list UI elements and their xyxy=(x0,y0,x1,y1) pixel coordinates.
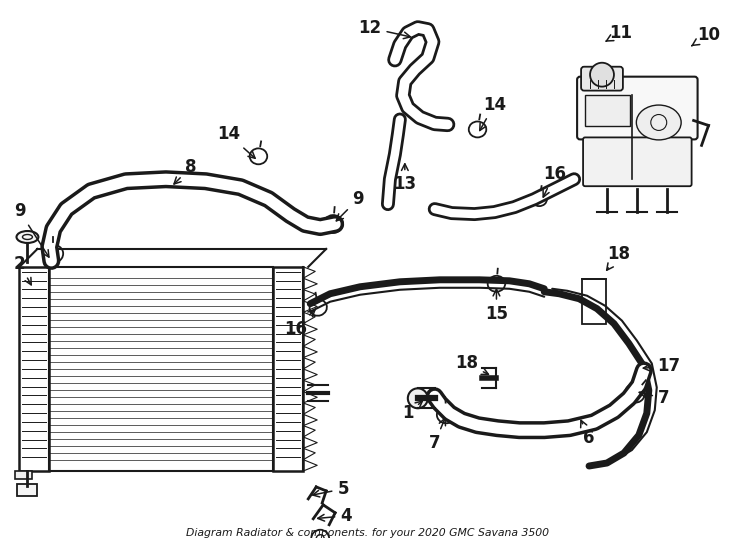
FancyBboxPatch shape xyxy=(583,137,691,186)
Text: 18: 18 xyxy=(607,245,631,270)
Text: 18: 18 xyxy=(455,354,488,374)
Text: 7: 7 xyxy=(639,389,669,407)
Text: 11: 11 xyxy=(606,24,633,42)
Text: 5: 5 xyxy=(313,480,349,498)
Text: 12: 12 xyxy=(358,19,410,39)
Text: 3: 3 xyxy=(0,539,1,540)
Text: 16: 16 xyxy=(284,310,315,338)
Text: 6: 6 xyxy=(581,420,595,447)
FancyBboxPatch shape xyxy=(581,67,623,91)
Text: 15: 15 xyxy=(485,289,508,323)
Bar xyxy=(273,267,303,471)
Bar xyxy=(49,267,273,471)
Text: 9: 9 xyxy=(14,202,49,257)
Ellipse shape xyxy=(16,231,38,243)
Bar xyxy=(20,267,49,471)
Circle shape xyxy=(311,530,329,540)
Text: 14: 14 xyxy=(480,96,506,131)
FancyBboxPatch shape xyxy=(577,77,697,139)
Text: 16: 16 xyxy=(542,165,566,197)
Bar xyxy=(585,94,630,126)
Bar xyxy=(15,471,32,479)
Circle shape xyxy=(590,63,614,86)
Bar xyxy=(18,484,37,496)
Text: 2: 2 xyxy=(14,255,32,285)
Text: 10: 10 xyxy=(691,26,720,46)
Text: 13: 13 xyxy=(393,164,416,193)
Bar xyxy=(582,279,606,323)
Ellipse shape xyxy=(636,105,681,140)
Text: 14: 14 xyxy=(217,125,255,158)
Text: 7: 7 xyxy=(429,418,446,452)
Text: 4: 4 xyxy=(318,507,352,525)
Text: 17: 17 xyxy=(643,357,680,375)
Text: 9: 9 xyxy=(336,190,364,221)
Text: 8: 8 xyxy=(174,158,197,184)
Text: Diagram Radiator & components. for your 2020 GMC Savana 3500: Diagram Radiator & components. for your … xyxy=(186,528,548,538)
Circle shape xyxy=(408,388,428,408)
Text: 1: 1 xyxy=(402,401,422,422)
